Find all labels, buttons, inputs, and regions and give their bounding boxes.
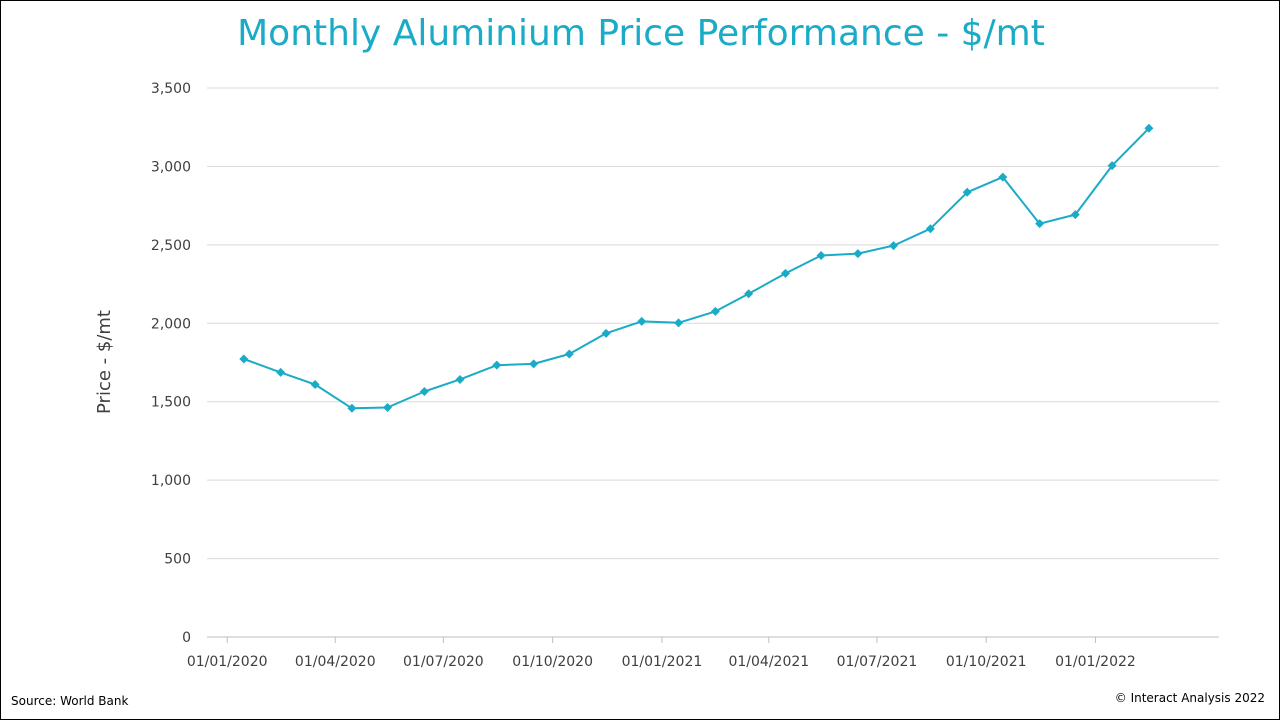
x-tick-label: 01/04/2020 — [295, 654, 376, 670]
data-point — [780, 268, 790, 278]
x-tick-label: 01/01/2020 — [187, 654, 268, 670]
data-point — [529, 359, 539, 369]
x-tick-label: 01/10/2021 — [946, 654, 1027, 670]
gridlines — [207, 87, 1219, 560]
y-axis-title: Price - $/mt — [94, 310, 115, 414]
data-point — [962, 187, 972, 197]
y-tick-label: 500 — [164, 552, 191, 568]
data-point — [744, 289, 754, 299]
data-point — [998, 172, 1008, 182]
data-point — [564, 349, 574, 359]
x-tick-label: 01/07/2020 — [403, 654, 484, 670]
data-point — [1144, 123, 1154, 133]
data-point — [853, 249, 863, 259]
data-point — [816, 251, 826, 261]
source-note: Source: World Bank — [11, 694, 129, 708]
x-tick-label: 01/01/2021 — [622, 654, 703, 670]
data-point — [347, 403, 357, 413]
data-point — [310, 379, 320, 389]
x-axis — [207, 636, 1219, 643]
data-point — [601, 328, 611, 338]
data-point — [239, 354, 249, 364]
data-point — [276, 367, 286, 377]
data-point — [1035, 219, 1045, 229]
x-axis-labels: 01/01/2020 01/04/2020 01/07/2020 01/10/2020… — [187, 654, 1136, 670]
data-point — [637, 316, 647, 326]
data-point — [1070, 210, 1080, 220]
y-tick-label: 2,500 — [151, 238, 191, 254]
y-tick-label: 3,500 — [151, 81, 191, 97]
data-point — [1107, 161, 1117, 171]
x-tick-label: 01/07/2021 — [837, 654, 918, 670]
y-tick-label: 2,000 — [151, 316, 191, 332]
data-point — [710, 306, 720, 316]
y-axis: 0 500 1,000 1,500 2,000 2,500 3,000 3,500 — [151, 81, 191, 646]
price-series — [239, 123, 1154, 413]
series-line — [243, 127, 1150, 410]
data-point — [674, 318, 684, 328]
data-point — [889, 241, 899, 251]
data-point — [925, 224, 935, 234]
y-tick-label: 1,000 — [151, 473, 191, 489]
data-point — [419, 387, 429, 397]
x-tick-label: 01/10/2020 — [512, 654, 593, 670]
x-tick-label: 01/01/2022 — [1055, 654, 1136, 670]
data-point — [455, 374, 465, 384]
copyright-note: © Interact Analysis 2022 — [1114, 691, 1265, 705]
data-point — [383, 403, 393, 413]
y-tick-label: 3,000 — [151, 159, 191, 175]
x-tick-label: 01/04/2021 — [728, 654, 809, 670]
data-point — [492, 360, 502, 370]
y-tick-label: 1,500 — [151, 395, 191, 411]
y-tick-label: 0 — [182, 630, 191, 646]
chart-title: Monthly Aluminium Price Performance - $/… — [237, 13, 1045, 54]
